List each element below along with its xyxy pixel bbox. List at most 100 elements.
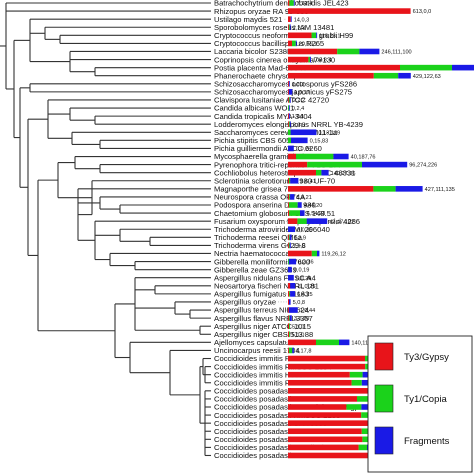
taxon-label: Trichoderma atroviride IMI 206040 (214, 225, 330, 234)
bar-segment-fragments (289, 242, 291, 249)
bar-segment-fragments (288, 274, 294, 281)
bar-segment-gypsy (288, 315, 289, 321)
taxon-label: Coccidioides immitis H538.4 (214, 370, 309, 379)
bar-segment-gypsy (288, 428, 362, 435)
count-label: 40,187,76 (351, 155, 376, 161)
bar-segment-gypsy (288, 72, 374, 79)
count-label: 5,1,0 (292, 332, 304, 338)
count-label: 3,2,10 (294, 316, 310, 322)
bar-segment-gypsy (288, 299, 289, 305)
bar-segment-fragments (288, 89, 293, 95)
bar-segment-fragments (295, 40, 297, 47)
taxon-label: Neosartorya fischeri NRRL 181 (214, 282, 319, 291)
bar-segment-gypsy (288, 177, 289, 184)
taxon-label: Chaetomium globosum CBS 148.51 (214, 209, 335, 218)
taxon-label: Coccidioides immitis RMSCC 2394 (214, 362, 332, 371)
count-label: 0,0,35 (297, 227, 313, 233)
bar-segment-gypsy (288, 8, 411, 14)
bar-segment-fragments (395, 186, 423, 192)
bar-segment-gypsy (288, 347, 289, 354)
tree-branches (0, 2, 211, 457)
count-label: 1,0,44 (300, 308, 316, 314)
legend-label: Ty3/Gypsy (404, 352, 449, 363)
bar-segment-gypsy (288, 121, 289, 127)
bar-segment-fragments (290, 291, 296, 297)
bar-segment-fragments (290, 194, 295, 200)
taxon-label: Clavispora lusitaniae ATCC 42720 (214, 96, 329, 105)
bar-segment-gypsy (288, 412, 362, 418)
taxon-label: Coccidioides posadasii CPA 0001 (214, 451, 327, 460)
bar-segment-gypsy (288, 40, 292, 47)
bar-segment-fragments (306, 218, 328, 224)
bar-segment-gypsy (288, 0, 290, 6)
bar-segment-copia (311, 250, 317, 257)
bar-segment-fragments (289, 315, 292, 321)
bar-segment-fragments (289, 121, 291, 127)
bar-segment-copia (288, 97, 290, 103)
bar-segment-fragments (288, 113, 290, 119)
bar-segment-gypsy (288, 436, 363, 443)
bar-segment-fragments (321, 169, 329, 176)
count-label: 0,0,29 (296, 276, 312, 282)
bar-segment-fragments (362, 371, 372, 378)
bar-segment-copia (288, 24, 290, 31)
count-label: 0,0,29 (296, 147, 312, 153)
legend-swatch (374, 384, 394, 413)
bar-segment-fragments (452, 64, 474, 71)
bar-segment-copia (362, 436, 368, 443)
count-label: 1,0,17 (294, 90, 310, 96)
legend: Ty3/Gypsy Ty1/Copia Fragments (367, 335, 473, 473)
bar-segment-copia (289, 291, 291, 297)
bar-segment-gypsy (288, 81, 289, 87)
leader-dots (278, 2, 287, 456)
bar-segment-fragments (310, 56, 311, 63)
bar-segment-gypsy (288, 339, 316, 346)
bar-segment-gypsy (288, 331, 289, 338)
taxon-label: Fusarium oxysporum f. sp. lycopersici 42… (214, 217, 360, 226)
count-label: 0,15,83 (310, 138, 329, 144)
bar-segment-fragments (290, 129, 317, 136)
count-label: 118,23,1 (319, 33, 340, 39)
bar-segment-fragments (293, 0, 295, 6)
bar-segment-gypsy (288, 283, 291, 289)
bar-segment-gypsy (288, 161, 308, 168)
bar-segment-copia (358, 444, 367, 451)
bar-segment-copia (316, 339, 339, 346)
bar-segment-copia (288, 137, 291, 144)
count-label: 7,22,4 (297, 1, 313, 7)
taxon-label: Candida tropicalis MYA-3404 (214, 112, 312, 121)
taxon-label: Postia placenta Mad-698-R (214, 63, 307, 72)
taxon-label: Mycosphaerella graminicola IPO323 (214, 152, 336, 161)
bar-segment-gypsy (288, 194, 290, 200)
taxon-label: Aspergillus flavus NRRL3357 (214, 314, 313, 323)
count-label: 1,1,5 (293, 244, 305, 250)
count-label: 5,1,0 (292, 324, 304, 330)
taxon-label: Aspergillus niger ATCC 1015 (214, 322, 311, 331)
taxon-label: Aspergillus niger CBS 513.88 (214, 330, 313, 339)
count-label: 119,26,12 (321, 252, 345, 258)
count-label: 246,111,100 (381, 50, 411, 56)
count-label: 14,0,3 (294, 17, 310, 23)
taxon-label: Batrachochytrium dendrobatidis JEL423 (214, 0, 349, 8)
bar-segment-fragments (292, 347, 294, 354)
bar-segment-fragments (288, 307, 298, 313)
bar-segment-copia (296, 153, 334, 160)
bar-segment-gypsy (288, 420, 373, 426)
count-label: 427,111,135 (425, 187, 455, 193)
taxon-label: Pyrenophora tritici-repentis Pt-1C-BFP (214, 160, 344, 169)
bar-segment-gypsy (288, 388, 372, 394)
bar-segment-fragments (291, 137, 308, 144)
count-label: 613,0,0 (413, 9, 432, 15)
taxon-label: Aspergillus fumigatus A1163 (214, 290, 309, 299)
count-label: 0,2,36 (298, 260, 314, 266)
taxon-label: Coccidioides posadasii C735 delta SOWgp (214, 403, 359, 412)
bar-segment-fragments (339, 339, 350, 346)
bar-segment-fragments (288, 145, 294, 152)
taxon-label: Trichoderma reesei QM6a (214, 233, 303, 242)
taxon-label: Phanerochaete chrysosporium RP-78 (214, 71, 341, 80)
bar-segment-gypsy (288, 153, 296, 160)
taxon-label: Coccidioides posadasii RMSCC 1040 (214, 395, 340, 404)
taxon-label: Uncinocarpus reesii 1704 (214, 346, 300, 355)
